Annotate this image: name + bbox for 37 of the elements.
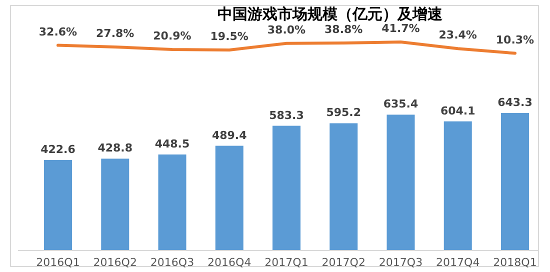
bar — [330, 123, 358, 250]
bar — [386, 114, 415, 250]
data-label: 38.0% — [267, 23, 306, 36]
data-label: 604.1 — [440, 104, 476, 118]
bar — [501, 113, 529, 250]
data-label: 20.9% — [153, 29, 192, 42]
x-tick-label: 2016Q2 — [93, 256, 137, 269]
x-tick-label: 2017Q3 — [378, 256, 423, 269]
x-tick-label: 2017Q4 — [436, 256, 480, 269]
data-label: 428.8 — [98, 142, 133, 155]
bar — [44, 160, 72, 250]
data-label: 643.3 — [498, 96, 532, 109]
data-label: 448.5 — [154, 137, 190, 150]
x-tick-label: 2018Q1 — [493, 256, 537, 269]
data-label: 595.2 — [326, 106, 362, 120]
data-label: 583.3 — [269, 108, 304, 122]
bar — [101, 158, 130, 250]
bar — [215, 146, 244, 250]
x-tick-label: 2016Q1 — [36, 256, 80, 269]
data-label: 23.4% — [438, 28, 477, 42]
data-label: 38.8% — [324, 23, 363, 36]
data-label: 19.5% — [210, 30, 248, 43]
x-tick-label: 2016Q3 — [150, 256, 194, 269]
bar — [444, 121, 472, 250]
data-label: 422.6 — [40, 143, 76, 156]
x-tick-label: 2017Q1 — [264, 256, 308, 269]
x-tick-label: 2017Q2 — [322, 256, 366, 269]
chart-title: 中国游戏市场规模（亿元）及增速 — [218, 5, 444, 23]
x-tick-label: 2016Q4 — [208, 256, 252, 269]
data-label: 10.3% — [496, 33, 534, 46]
data-label: 41.7% — [382, 22, 420, 35]
data-label: 27.8% — [96, 27, 134, 40]
data-label: 635.4 — [383, 98, 418, 111]
data-label: 32.6% — [38, 25, 78, 38]
bar — [158, 154, 186, 250]
bar — [272, 126, 300, 250]
data-label: 489.4 — [212, 128, 248, 142]
